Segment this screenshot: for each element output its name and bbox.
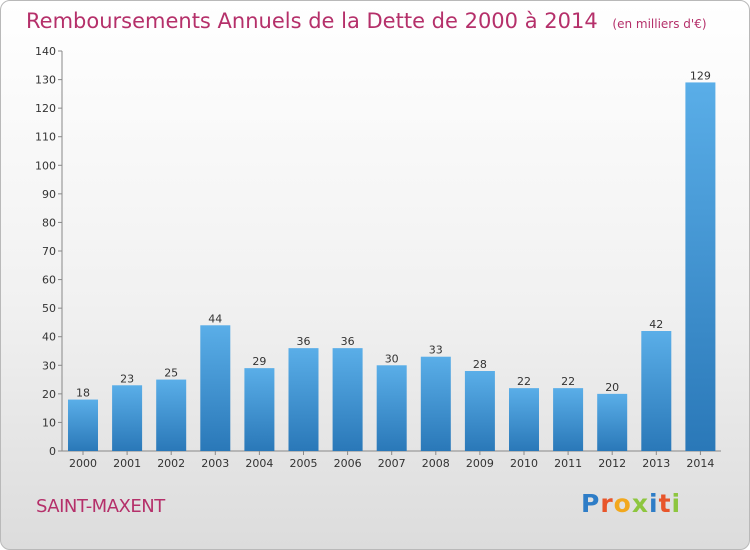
y-tick-label: 50 — [42, 302, 56, 315]
data-label: 20 — [605, 381, 619, 394]
logo-letter: r — [600, 489, 614, 518]
y-tick-label: 100 — [35, 159, 56, 172]
proxiti-logo: Proxiti — [581, 489, 681, 518]
data-label: 129 — [690, 69, 711, 82]
x-tick-label: 2007 — [378, 457, 406, 470]
data-label: 22 — [561, 375, 575, 388]
data-labels: 18 23 25 44 29 36 36 30 33 28 22 22 20 42 129 — [76, 69, 711, 399]
bar — [244, 368, 275, 451]
y-tick-label: 70 — [42, 245, 56, 258]
bar — [332, 348, 363, 451]
y-tick-label: 0 — [49, 445, 56, 458]
chart-subtitle: (en milliers d'€) — [612, 17, 707, 31]
x-tick-label: 2001 — [113, 457, 141, 470]
data-label: 36 — [341, 335, 355, 348]
data-label: 33 — [429, 344, 443, 357]
x-tick-label: 2011 — [554, 457, 582, 470]
x-tick-label: 2009 — [466, 457, 494, 470]
y-tick-label: 40 — [42, 331, 56, 344]
x-tick-label: 2003 — [201, 457, 229, 470]
bar — [509, 388, 539, 451]
data-label: 29 — [252, 355, 266, 368]
x-tick-label: 2004 — [245, 457, 273, 470]
y-tick-label: 110 — [35, 131, 56, 144]
y-tick-label: 80 — [42, 216, 56, 229]
bar — [376, 365, 407, 451]
y-tick-label: 90 — [42, 188, 56, 201]
logo-letter: i — [671, 489, 682, 518]
x-tick-label: 2014 — [686, 457, 714, 470]
data-label: 18 — [76, 387, 90, 400]
x-tick-label: 2005 — [290, 457, 318, 470]
data-label: 44 — [208, 312, 222, 325]
bar — [288, 348, 319, 451]
bars — [68, 82, 716, 451]
logo-letter: P — [581, 489, 601, 518]
bar — [641, 331, 672, 451]
bar — [200, 325, 231, 451]
data-label: 30 — [385, 352, 399, 365]
bar — [112, 385, 143, 451]
data-label: 36 — [297, 335, 311, 348]
chart-title: Remboursements Annuels de la Dette de 20… — [26, 9, 707, 33]
data-label: 42 — [649, 318, 663, 331]
bar — [420, 356, 451, 451]
bar — [156, 379, 187, 451]
x-tick-label: 2013 — [642, 457, 670, 470]
y-tick-label: 20 — [42, 388, 56, 401]
data-label: 23 — [120, 372, 134, 385]
y-tick-label: 10 — [42, 416, 56, 429]
bar — [685, 82, 716, 451]
data-label: 28 — [473, 358, 487, 371]
bar — [597, 393, 628, 451]
data-label: 22 — [517, 375, 531, 388]
logo-letter: i — [649, 489, 659, 518]
data-label: 25 — [164, 367, 178, 380]
y-tick-label: 130 — [35, 74, 56, 87]
bar — [464, 371, 495, 451]
x-tick-label: 2012 — [598, 457, 626, 470]
bar — [553, 388, 584, 451]
logo-letter: o — [613, 489, 632, 518]
x-tick-label: 2008 — [422, 457, 450, 470]
place-name: SAINT-MAXENT — [36, 496, 165, 517]
y-tick-label: 60 — [42, 274, 56, 287]
logo-letter: x — [631, 489, 649, 518]
y-tick-label: 140 — [35, 45, 56, 58]
y-tick-label: 120 — [35, 102, 56, 115]
y-tick-label: 30 — [42, 359, 56, 372]
title-text: Remboursements Annuels de la Dette de 20… — [26, 9, 598, 33]
x-tick-label: 2010 — [510, 457, 538, 470]
x-tick-label: 2000 — [69, 457, 97, 470]
x-tick-label: 2006 — [334, 457, 362, 470]
bar — [68, 399, 98, 451]
x-tick-label: 2002 — [157, 457, 185, 470]
logo-letter: t — [658, 489, 672, 518]
axes: 0 10 20 30 40 50 60 70 80 90 100 110 120 130 140 2000 20… — [35, 45, 721, 470]
